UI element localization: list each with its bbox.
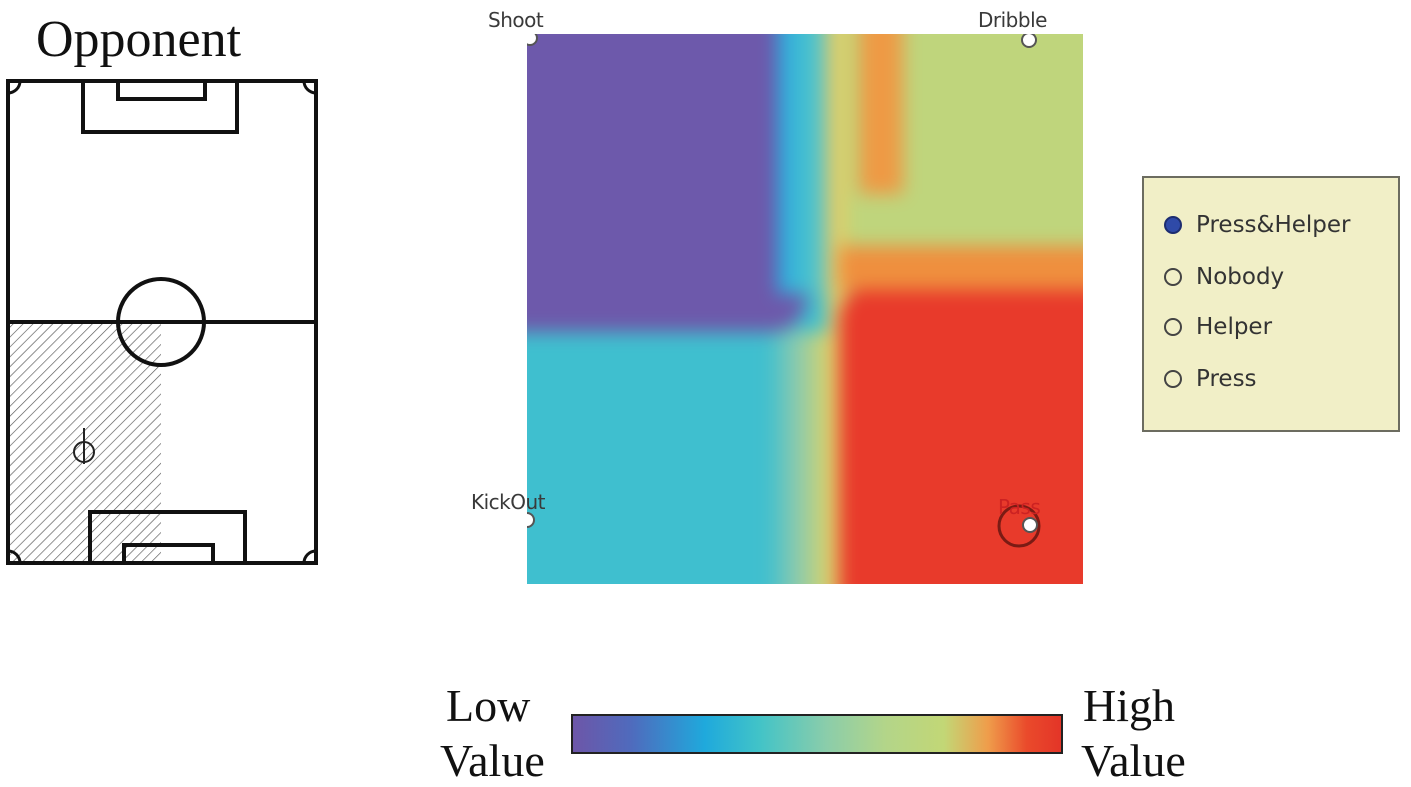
- scale-high-label-line1: High: [1083, 680, 1175, 731]
- heatmap-field: [527, 34, 1083, 584]
- legend-panel: Press&Helper Nobody Helper Press: [1142, 176, 1400, 432]
- action-point-dribble: [1021, 34, 1037, 48]
- corner-arc: [7, 80, 22, 95]
- bottom-goal-box: [122, 543, 215, 565]
- action-point-shoot: [527, 34, 538, 46]
- corner-arc: [302, 80, 317, 95]
- radio-icon[interactable]: [1164, 370, 1182, 388]
- selected-point-ring: [997, 504, 1041, 548]
- action-label-kickout: KickOut: [471, 490, 546, 514]
- action-label-dribble: Dribble: [978, 8, 1047, 32]
- corner-arc: [7, 549, 22, 564]
- legend-item-press[interactable]: Press: [1164, 366, 1257, 392]
- action-point-kickout: [527, 512, 535, 528]
- top-penalty-box: [81, 79, 239, 134]
- soccer-pitch-diagram: [6, 79, 318, 565]
- radio-icon[interactable]: [1164, 268, 1182, 286]
- radio-icon[interactable]: [1164, 318, 1182, 336]
- action-point-pass: [1022, 517, 1038, 533]
- legend-label: Nobody: [1196, 264, 1285, 290]
- legend-label: Helper: [1196, 314, 1273, 340]
- center-circle: [116, 277, 206, 367]
- legend-label: Press: [1196, 366, 1257, 392]
- action-label-shoot: Shoot: [488, 8, 544, 32]
- value-heatmap[interactable]: [527, 34, 1083, 584]
- corner-arc: [302, 549, 317, 564]
- pitch-title: Opponent: [36, 11, 242, 68]
- action-label-pass: Pass: [998, 495, 1041, 519]
- legend-item-press-helper[interactable]: Press&Helper: [1164, 212, 1351, 238]
- legend-item-nobody[interactable]: Nobody: [1164, 264, 1284, 290]
- player-marker-icon: [73, 428, 95, 464]
- scale-low-label-line2: Value: [440, 735, 545, 786]
- legend-item-helper[interactable]: Helper: [1164, 314, 1272, 340]
- color-scale-bar: [571, 714, 1063, 754]
- top-goal-box: [116, 79, 207, 101]
- legend-label: Press&Helper: [1196, 212, 1351, 238]
- scale-low-label-line1: Low: [446, 680, 531, 731]
- scale-high-label-line2: Value: [1081, 735, 1186, 786]
- heatmap-markers: [527, 34, 1041, 548]
- radio-selected-icon[interactable]: [1164, 216, 1182, 234]
